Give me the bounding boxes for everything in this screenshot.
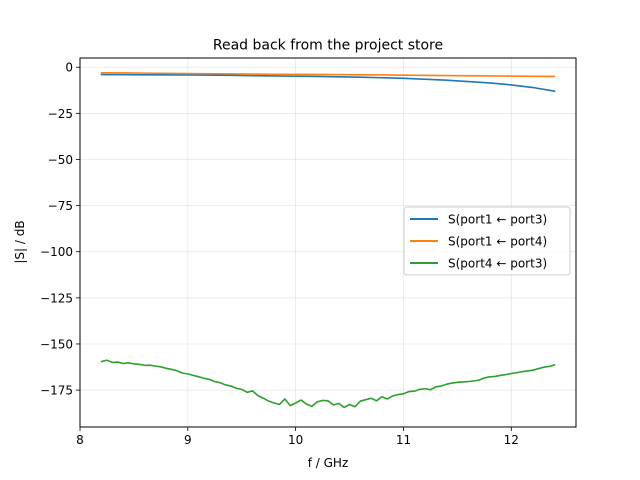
y-tick-label: −75: [48, 199, 73, 213]
series-line-1: [100, 71, 556, 78]
y-tick-label: −100: [40, 245, 73, 259]
axis-ticks: 8 9 10 11 12 0 −25 −50 −75 −100 −125 −150 −175: [40, 61, 519, 447]
legend: S(port1 ← port3) S(port1 ← port4) S(port…: [403, 206, 571, 276]
series-line-2: [100, 359, 556, 409]
y-tick-label: 0: [65, 61, 73, 75]
y-tick-label: −50: [48, 153, 73, 167]
x-tick-label: 10: [288, 433, 303, 447]
legend-label-s14: S(port1 ← port4): [448, 235, 547, 249]
x-tick-label: 9: [184, 433, 192, 447]
legend-box: [403, 206, 571, 276]
series-line-0: [100, 73, 556, 93]
y-tick-label: −175: [40, 384, 73, 398]
x-axis-label: f / GHz: [308, 456, 349, 470]
y-tick-label: −25: [48, 107, 73, 121]
plot-lines: [100, 71, 556, 409]
y-axis-label: |S| / dB: [13, 220, 27, 263]
x-tick-label: 8: [76, 433, 84, 447]
x-tick-label: 11: [396, 433, 411, 447]
legend-label-s13: S(port1 ← port3): [448, 213, 547, 227]
chart-title: Read back from the project store: [213, 38, 443, 54]
y-tick-label: −150: [40, 337, 73, 351]
x-tick-label: 12: [504, 433, 519, 447]
legend-label-s43: S(port4 ← port3): [448, 257, 547, 271]
y-tick-label: −125: [40, 291, 73, 305]
plot-frame: [79, 57, 577, 428]
